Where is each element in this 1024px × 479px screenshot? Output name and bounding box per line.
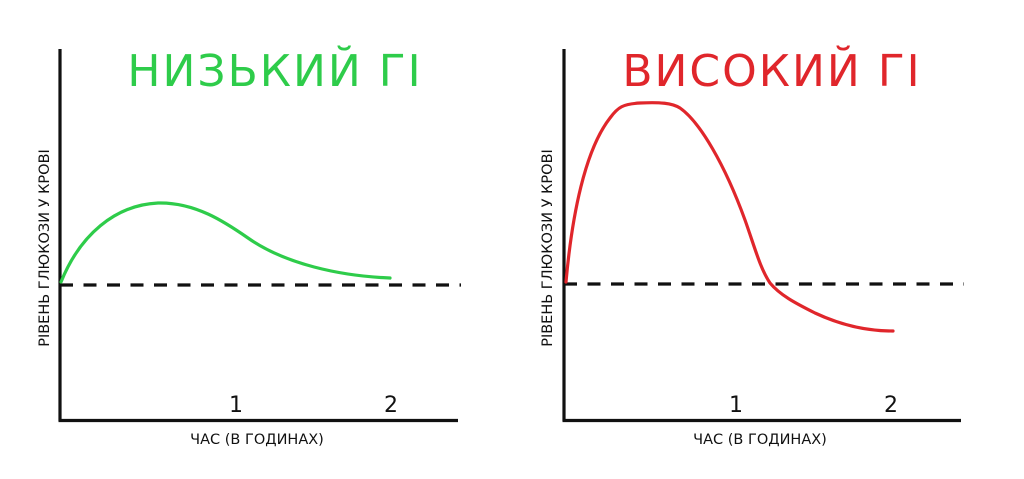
high-gi-tick-1: 1 <box>729 393 743 418</box>
high-gi-y-label: РІВЕНЬ ГЛЮКОЗИ У КРОВІ <box>540 149 556 347</box>
high-gi-tick-2: 2 <box>884 393 898 418</box>
low-gi-curve <box>59 201 392 284</box>
high-gi-chart: ВИСОКИЙ ГІ 1 2 ЧАС (В ГОДИНАХ) РІВЕНЬ ГЛ… <box>540 44 964 448</box>
low-gi-title: НИЗЬКИЙ ГІ <box>127 44 422 97</box>
high-gi-x-label: ЧАС (В ГОДИНАХ) <box>693 432 827 448</box>
high-gi-curve <box>564 101 895 333</box>
low-gi-tick-2: 2 <box>384 393 398 418</box>
low-gi-chart: НИЗЬКИЙ ГІ 1 2 ЧАС (В ГОДИНАХ) РІВЕНЬ ГЛ… <box>37 44 461 448</box>
low-gi-x-label: ЧАС (В ГОДИНАХ) <box>190 432 324 448</box>
low-gi-tick-1: 1 <box>229 393 243 418</box>
low-gi-y-label: РІВЕНЬ ГЛЮКОЗИ У КРОВІ <box>37 149 53 347</box>
high-gi-title: ВИСОКИЙ ГІ <box>622 44 921 97</box>
